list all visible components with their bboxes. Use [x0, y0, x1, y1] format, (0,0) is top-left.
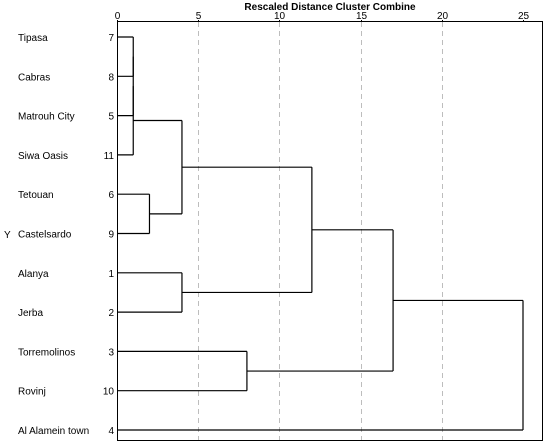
x-tick-label: 0: [115, 11, 121, 22]
leaf-case-number: 8: [108, 72, 114, 83]
leaf-case-number: 3: [108, 347, 114, 358]
leaf-label: Matrouh City: [18, 112, 75, 123]
leaf-case-number: 5: [108, 112, 114, 123]
plot-frame: [117, 21, 543, 441]
gridlines: [198, 22, 443, 440]
leaf-case-number: 1: [108, 269, 114, 280]
leaf-label: Torremolinos: [18, 347, 75, 358]
leaf-label: Tetouan: [18, 190, 54, 201]
leaf-label: Al Alamein town: [18, 426, 89, 437]
leaf-case-number: 7: [108, 33, 114, 44]
leaf-labels: Tipasa 7 Cabras 8 Matrouh City 5 Siwa Oasis 11 T…: [18, 33, 114, 437]
x-tick-label: 15: [356, 11, 368, 22]
leaf-case-number: 4: [108, 426, 114, 437]
leaf-case-number: 9: [108, 230, 114, 241]
leaf-label: Alanya: [18, 269, 49, 280]
leaf-case-number: 11: [104, 151, 115, 162]
x-tick-label: 5: [196, 11, 202, 22]
x-tick-label: 10: [274, 11, 286, 22]
leaf-label: Tipasa: [18, 33, 48, 44]
leaf-label: Jerba: [18, 308, 43, 319]
leaf-label: Rovinj: [18, 387, 46, 398]
x-tick-label: 25: [518, 11, 530, 22]
y-axis-label: Y: [4, 230, 11, 241]
x-tick-label: 20: [437, 11, 449, 22]
chart-title: Rescaled Distance Cluster Combine: [244, 2, 416, 13]
leaf-case-number: 6: [108, 190, 114, 201]
leaf-label: Cabras: [18, 72, 50, 83]
leaf-label: Castelsardo: [18, 230, 72, 241]
leaf-case-number: 10: [103, 387, 115, 398]
dendrogram-branches: [117, 36, 524, 431]
leaf-label: Siwa Oasis: [18, 151, 68, 162]
leaf-case-number: 2: [108, 308, 114, 319]
